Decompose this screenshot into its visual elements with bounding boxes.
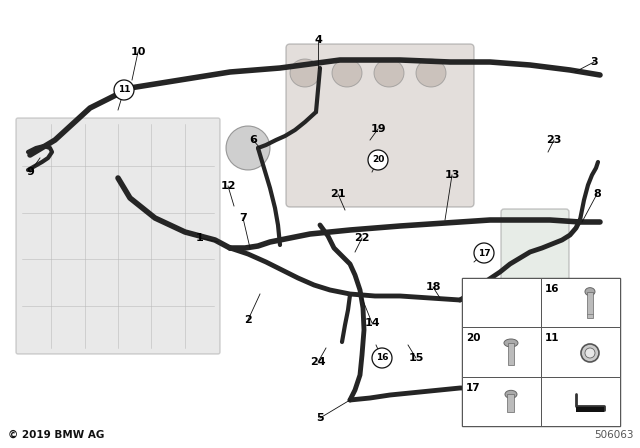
Bar — [541, 377, 620, 426]
Ellipse shape — [581, 344, 599, 362]
Bar — [541, 327, 620, 377]
Text: 3: 3 — [590, 57, 598, 67]
Ellipse shape — [585, 288, 595, 296]
Text: 506063: 506063 — [595, 430, 634, 440]
Text: 18: 18 — [425, 282, 441, 292]
Ellipse shape — [585, 348, 595, 358]
Ellipse shape — [290, 59, 320, 87]
Ellipse shape — [374, 59, 404, 87]
Ellipse shape — [505, 390, 517, 398]
Text: 11: 11 — [118, 86, 131, 95]
Ellipse shape — [332, 59, 362, 87]
Text: 21: 21 — [330, 189, 346, 199]
Text: 7: 7 — [239, 213, 247, 223]
Text: 9: 9 — [26, 167, 34, 177]
Text: 14: 14 — [364, 318, 380, 328]
Text: 1: 1 — [196, 233, 204, 243]
FancyBboxPatch shape — [501, 209, 569, 315]
Text: 22: 22 — [355, 233, 370, 243]
Ellipse shape — [368, 150, 388, 170]
Text: 8: 8 — [593, 189, 601, 199]
Bar — [462, 327, 541, 377]
FancyBboxPatch shape — [16, 118, 220, 354]
Text: 16: 16 — [545, 284, 559, 294]
Text: 16: 16 — [376, 353, 388, 362]
Bar — [462, 377, 541, 426]
Text: 19: 19 — [370, 124, 386, 134]
Bar — [508, 343, 514, 365]
Text: © 2019 BMW AG: © 2019 BMW AG — [8, 430, 104, 440]
Bar — [508, 394, 515, 412]
Bar — [462, 278, 541, 327]
Text: 24: 24 — [310, 357, 326, 367]
Bar — [541, 278, 620, 327]
Text: 12: 12 — [220, 181, 236, 191]
Text: 2: 2 — [244, 315, 252, 325]
Text: 6: 6 — [249, 135, 257, 145]
Text: 5: 5 — [316, 413, 324, 423]
Text: 20: 20 — [466, 333, 481, 343]
Text: 15: 15 — [408, 353, 424, 363]
Text: 11: 11 — [545, 333, 559, 343]
Text: 23: 23 — [547, 135, 562, 145]
Ellipse shape — [226, 126, 270, 170]
FancyBboxPatch shape — [286, 44, 474, 207]
Bar — [576, 407, 604, 412]
Ellipse shape — [114, 80, 134, 100]
Ellipse shape — [474, 243, 494, 263]
Ellipse shape — [416, 59, 446, 87]
Text: 17: 17 — [466, 383, 481, 392]
Text: 17: 17 — [477, 249, 490, 258]
Text: 20: 20 — [372, 155, 384, 164]
Text: 10: 10 — [131, 47, 146, 57]
Text: 4: 4 — [314, 35, 322, 45]
Ellipse shape — [372, 348, 392, 368]
Text: 13: 13 — [444, 170, 460, 180]
Bar — [462, 278, 620, 426]
Ellipse shape — [504, 339, 518, 347]
Bar — [587, 292, 593, 318]
